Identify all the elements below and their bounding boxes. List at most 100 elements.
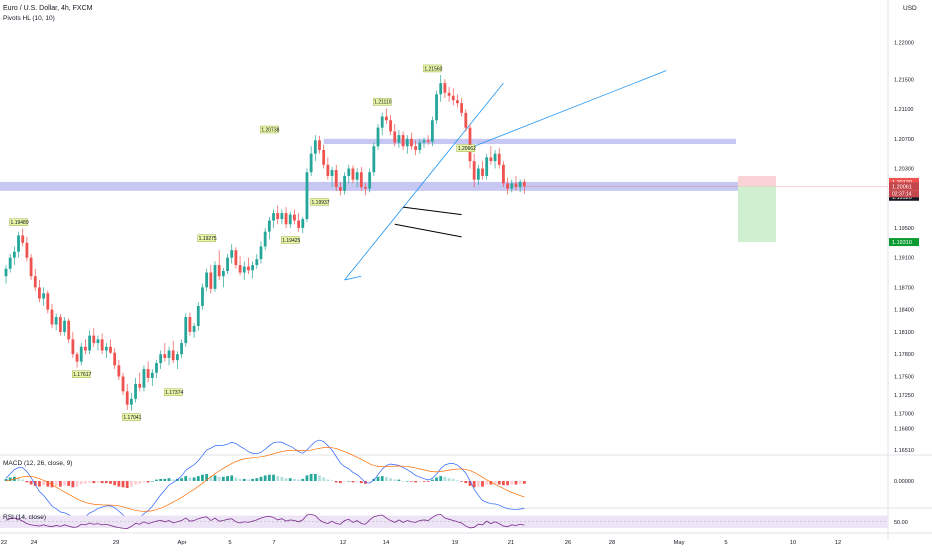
candle-body[interactable] [217, 265, 221, 277]
candle-body[interactable] [251, 265, 255, 271]
candle-body[interactable] [226, 257, 229, 272]
candle-body[interactable] [280, 213, 284, 220]
candle-body[interactable] [79, 346, 83, 362]
candle-body[interactable] [121, 376, 125, 392]
candle-body[interactable] [401, 135, 405, 147]
candle-body[interactable] [255, 259, 259, 266]
candle-body[interactable] [343, 175, 346, 191]
candle-body[interactable] [322, 149, 326, 165]
macd-legend[interactable]: MACD (12, 26, close, 9) [3, 460, 73, 467]
candle-body[interactable] [29, 257, 33, 277]
candle-body[interactable] [397, 135, 401, 143]
candle-body[interactable] [213, 265, 217, 289]
candle-body[interactable] [380, 116, 384, 128]
rsi-legend[interactable]: RSI (14, close) [3, 514, 46, 521]
candle-body[interactable] [113, 352, 117, 366]
candle-body[interactable] [84, 346, 87, 351]
candle-body[interactable] [155, 363, 158, 373]
candle-body[interactable] [447, 92, 451, 96]
candle-body[interactable] [359, 172, 363, 188]
candle-body[interactable] [201, 287, 204, 306]
candle-body[interactable] [297, 220, 300, 228]
candle-body[interactable] [46, 293, 50, 310]
candle-body[interactable] [71, 339, 75, 355]
candle-body[interactable] [117, 365, 121, 377]
candle-body[interactable] [510, 183, 514, 189]
candle-body[interactable] [393, 131, 397, 143]
candle-body[interactable] [142, 369, 146, 388]
candle-body[interactable] [242, 266, 246, 273]
candle-body[interactable] [230, 250, 234, 258]
candle-body[interactable] [276, 213, 280, 220]
candle-body[interactable] [364, 187, 367, 189]
candle-body[interactable] [234, 250, 238, 266]
candle-body[interactable] [221, 271, 225, 277]
candle-body[interactable] [209, 272, 213, 289]
candle-body[interactable] [389, 120, 392, 132]
candle-body[interactable] [460, 103, 464, 113]
candle-body[interactable] [12, 251, 16, 258]
candle-body[interactable] [196, 305, 200, 326]
candle-body[interactable] [456, 100, 459, 104]
candle-body[interactable] [347, 168, 351, 176]
chart-title[interactable]: Euro / U.S. Dollar, 4h, FXCM [3, 5, 93, 12]
candle-body[interactable] [430, 120, 434, 142]
candle-body[interactable] [247, 266, 250, 271]
candle-body[interactable] [188, 317, 192, 332]
candle-body[interactable] [334, 170, 338, 188]
candle-body[interactable] [21, 235, 25, 243]
candle-body[interactable] [42, 293, 46, 299]
candle-body[interactable] [464, 112, 468, 128]
candle-body[interactable] [150, 372, 154, 378]
candle-body[interactable] [138, 383, 142, 388]
stop-loss-zone[interactable] [738, 175, 776, 187]
candle-body[interactable] [263, 231, 267, 247]
candle-body[interactable] [109, 346, 112, 353]
candle-body[interactable] [405, 138, 409, 147]
candle-body[interactable] [33, 276, 37, 288]
rsi-line[interactable] [5, 513, 525, 529]
candle-body[interactable] [472, 161, 476, 180]
flag-top-line[interactable] [403, 206, 462, 216]
candle-body[interactable] [339, 187, 342, 191]
candle-body[interactable] [305, 172, 309, 220]
candle-body[interactable] [355, 172, 359, 180]
flag-bottom-line[interactable] [394, 223, 462, 238]
signal-line[interactable] [5, 447, 525, 512]
candle-body[interactable] [267, 220, 271, 232]
candle-body[interactable] [50, 309, 54, 325]
candle-body[interactable] [96, 339, 100, 344]
candle-body[interactable] [175, 354, 179, 361]
candle-body[interactable] [376, 127, 380, 147]
candle-body[interactable] [506, 183, 509, 189]
candle-body[interactable] [426, 140, 430, 142]
candle-body[interactable] [54, 317, 58, 325]
candle-body[interactable] [8, 257, 12, 269]
candle-body[interactable] [17, 235, 20, 252]
macd-line[interactable] [5, 439, 525, 522]
candle-body[interactable] [502, 164, 505, 184]
candle-body[interactable] [159, 354, 163, 364]
candle-body[interactable] [171, 350, 175, 361]
candle-body[interactable] [493, 153, 497, 162]
candle-body[interactable] [192, 325, 196, 332]
candle-body[interactable] [414, 146, 418, 150]
candle-body[interactable] [489, 157, 493, 162]
indicator-legend[interactable]: Pivots HL (10, 10) [3, 15, 55, 22]
candle-body[interactable] [38, 287, 41, 299]
candle-body[interactable] [497, 153, 501, 165]
candle-body[interactable] [514, 183, 518, 188]
candle-body[interactable] [522, 181, 526, 187]
candle-body[interactable] [67, 320, 71, 340]
candle-body[interactable] [309, 153, 313, 173]
candle-body[interactable] [326, 164, 330, 176]
candle-body[interactable] [259, 246, 263, 260]
candle-body[interactable] [272, 213, 275, 221]
candle-body[interactable] [384, 116, 388, 121]
candle-body[interactable] [184, 317, 188, 344]
candle-body[interactable] [167, 350, 171, 358]
candle-body[interactable] [410, 138, 413, 147]
candle-body[interactable] [130, 398, 133, 405]
candle-body[interactable] [63, 320, 66, 332]
